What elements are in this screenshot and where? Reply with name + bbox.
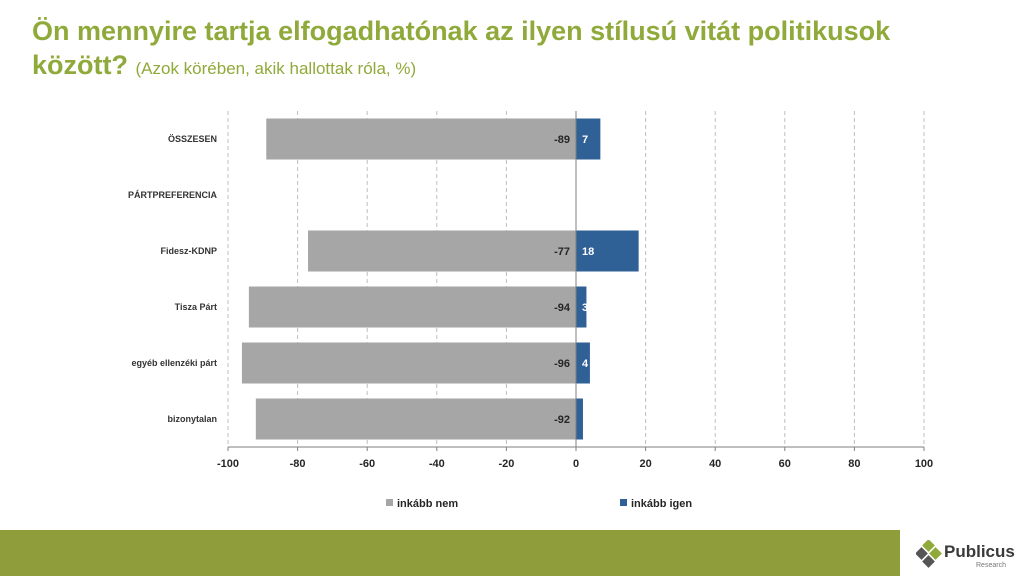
bar-inkabb-nem	[255, 398, 576, 440]
logo-text: Publicus	[944, 542, 1015, 561]
publicus-logo: Publicus Research	[916, 536, 1024, 576]
x-tick-label: 80	[848, 458, 860, 470]
chart-title-main: Ön mennyire tartja elfogadhatónak az ily…	[32, 16, 891, 80]
x-tick-label: 60	[779, 458, 791, 470]
data-label-inkabb-nem: -77	[554, 246, 570, 258]
x-tick-label: -20	[498, 458, 514, 470]
category-label: ÖSSZESEN	[168, 134, 217, 144]
x-tick-label: 0	[573, 458, 579, 470]
data-label-inkabb-igen: 3	[582, 302, 588, 314]
bar-inkabb-igen	[576, 398, 583, 440]
category-label: egyéb ellenzéki párt	[131, 358, 217, 368]
category-label: Tisza Párt	[175, 302, 217, 312]
data-label-inkabb-nem: -94	[554, 302, 571, 314]
category-label: Fidesz-KDNP	[160, 246, 217, 256]
data-label-inkabb-igen: 7	[582, 134, 588, 146]
chart-subtitle: (Azok körében, akik hallottak róla, %)	[135, 59, 417, 78]
x-tick-label: -40	[429, 458, 445, 470]
legend-swatch	[386, 499, 393, 506]
bar-chart: ÖSSZESEN -89 7 PÁRTPREFERENCIA Fidesz-KDNP -7…	[128, 111, 933, 510]
footer-bar	[0, 530, 900, 576]
bar-inkabb-nem	[241, 342, 577, 384]
bar-inkabb-nem	[308, 230, 576, 272]
x-tick-label: -80	[290, 458, 306, 470]
data-label-inkabb-nem: -96	[554, 358, 570, 370]
bar-inkabb-nem	[266, 118, 576, 160]
bar-inkabb-igen	[576, 118, 601, 160]
bar-inkabb-nem	[248, 286, 576, 328]
data-label-inkabb-igen: 4	[582, 358, 589, 370]
x-tick-label: 40	[709, 458, 721, 470]
data-label-inkabb-nem: -89	[554, 134, 570, 146]
legend-swatch	[620, 499, 627, 506]
x-tick-label: 100	[915, 458, 933, 470]
x-tick-label: -60	[359, 458, 375, 470]
bar-inkabb-igen	[576, 286, 587, 328]
data-label-inkabb-igen: 18	[582, 246, 594, 258]
x-tick-label: 20	[639, 458, 651, 470]
bar-inkabb-igen	[576, 230, 639, 272]
category-label: bizonytalan	[167, 414, 217, 424]
legend-label: inkább nem	[397, 498, 458, 510]
bar-inkabb-igen	[576, 342, 590, 384]
legend-label: inkább igen	[631, 498, 692, 510]
x-tick-label: -100	[217, 458, 239, 470]
category-label: PÁRTPREFERENCIA	[128, 190, 218, 200]
data-label-inkabb-nem: -92	[554, 414, 570, 426]
logo-mark-icon	[916, 540, 942, 568]
chart-title: Ön mennyire tartja elfogadhatónak az ily…	[32, 14, 992, 86]
logo-subtext: Research	[976, 562, 1006, 569]
